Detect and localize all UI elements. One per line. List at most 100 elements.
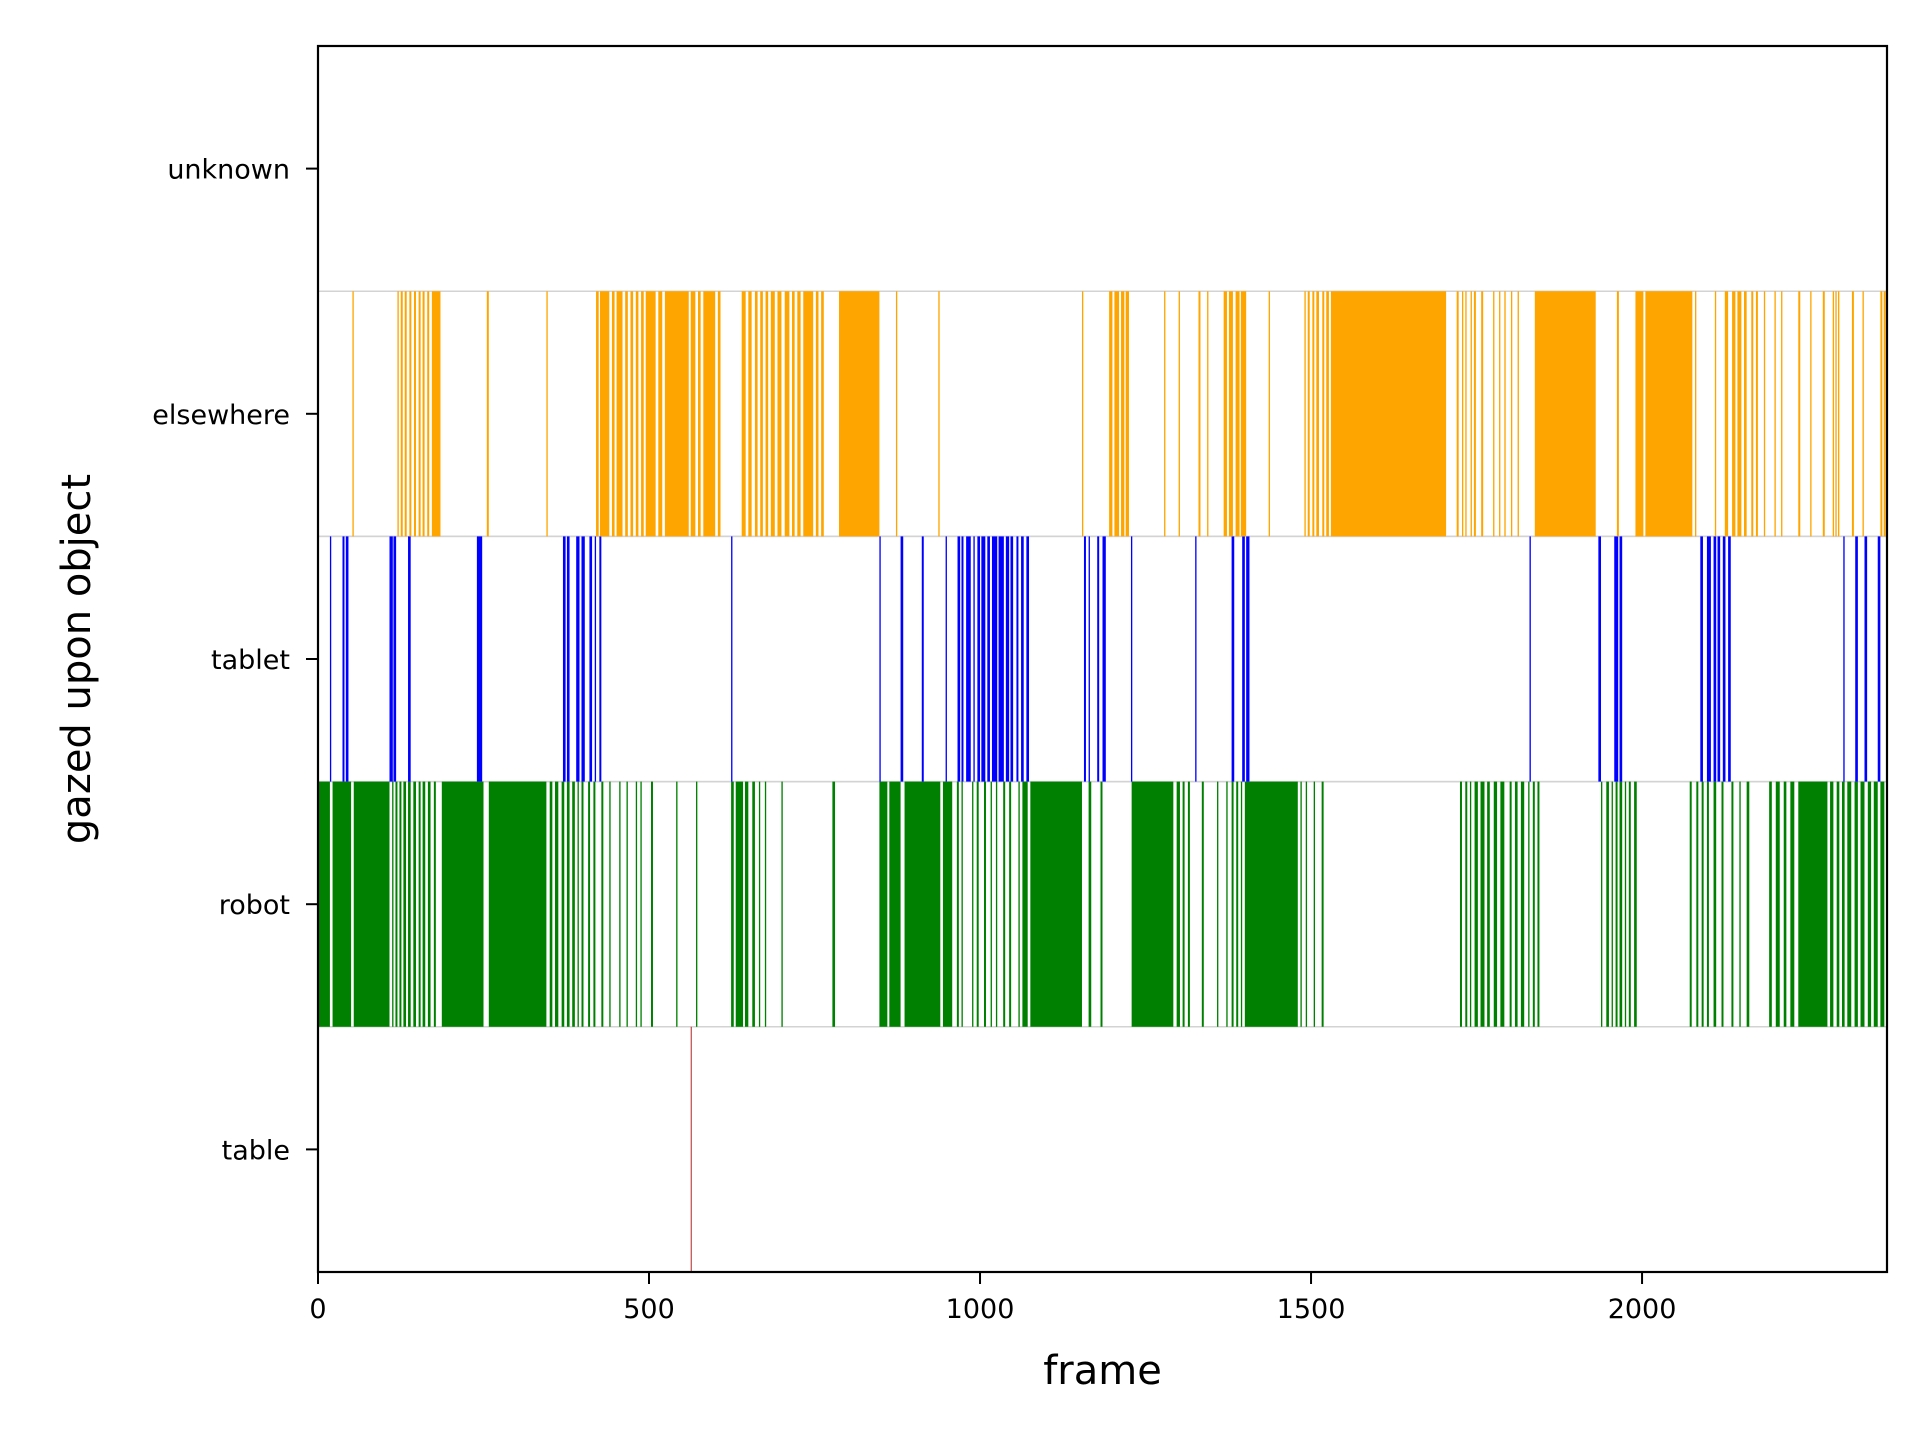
gaze-mark-robot xyxy=(601,781,604,1027)
gaze-mark-tablet xyxy=(589,536,593,782)
gaze-mark-elsewhere xyxy=(546,291,548,537)
gaze-mark-robot xyxy=(1624,781,1627,1027)
gaze-mark-elsewhere xyxy=(1307,291,1310,537)
gaze-mark-robot xyxy=(1009,781,1012,1027)
gaze-mark-elsewhere xyxy=(1121,291,1125,537)
x-tick-label: 500 xyxy=(623,1294,675,1325)
gaze-mark-elsewhere xyxy=(938,291,940,537)
gaze-mark-robot xyxy=(572,781,575,1027)
gaze-mark-elsewhere xyxy=(1835,291,1837,537)
gaze-mark-robot xyxy=(1532,781,1535,1027)
gaze-mark-robot xyxy=(399,781,402,1027)
gaze-mark-elsewhere xyxy=(1109,291,1113,537)
gaze-mark-elsewhere xyxy=(1822,291,1825,537)
gaze-mark-robot xyxy=(1836,781,1840,1027)
gaze-mark-elsewhere xyxy=(641,291,644,537)
gaze-mark-elsewhere xyxy=(635,291,639,537)
gaze-mark-tablet xyxy=(1619,536,1623,782)
gaze-mark-robot xyxy=(332,781,352,1027)
gaze-mark-tablet xyxy=(900,536,904,782)
gaze-mark-robot xyxy=(961,781,963,1027)
gaze-mark-tablet xyxy=(408,536,411,782)
gaze-mark-elsewhere xyxy=(815,291,819,537)
gaze-mark-tablet xyxy=(1877,536,1881,782)
gaze-mark-robot xyxy=(1706,781,1709,1027)
gaze-mark-robot xyxy=(731,781,734,1027)
gaze-mark-elsewhere xyxy=(1695,291,1697,537)
gaze-mark-robot xyxy=(403,781,407,1027)
gaze-mark-tablet xyxy=(879,536,881,782)
gaze-mark-tablet xyxy=(981,536,986,782)
gaze-mark-robot xyxy=(1841,781,1845,1027)
gaze-mark-robot xyxy=(1459,781,1462,1027)
gaze-mark-tablet xyxy=(1231,536,1235,782)
gaze-mark-elsewhere xyxy=(1724,291,1729,537)
gaze-mark-robot xyxy=(392,781,394,1027)
gaze-mark-robot xyxy=(588,781,591,1027)
gaze-mark-tablet xyxy=(576,536,580,782)
gaze-mark-robot xyxy=(1003,781,1006,1027)
gaze-mark-tablet xyxy=(1246,536,1250,782)
gaze-mark-robot xyxy=(1854,781,1858,1027)
gaze-mark-robot xyxy=(832,781,836,1027)
gaze-mark-elsewhere xyxy=(1781,291,1783,537)
gaze-mark-tablet xyxy=(562,536,566,782)
gaze-mark-tablet xyxy=(966,536,971,782)
gaze-mark-robot xyxy=(1601,781,1603,1027)
gaze-mark-robot xyxy=(764,781,767,1027)
gaze-mark-elsewhere xyxy=(1732,291,1736,537)
gaze-mark-robot xyxy=(427,781,431,1027)
x-tick-label: 0 xyxy=(309,1294,326,1325)
gaze-mark-elsewhere xyxy=(1268,291,1270,537)
gaze-mark-tablet xyxy=(957,536,961,782)
gaze-mark-elsewhere xyxy=(821,291,824,537)
gaze-mark-robot xyxy=(745,781,749,1027)
gaze-mark-robot xyxy=(1187,781,1190,1027)
x-tick-label: 1500 xyxy=(1277,1294,1346,1325)
gaze-mark-elsewhere xyxy=(1517,291,1519,537)
gaze-mark-tablet xyxy=(329,536,332,782)
gaze-mark-robot xyxy=(1231,781,1234,1027)
gaze-mark-robot xyxy=(581,781,584,1027)
gaze-mark-robot xyxy=(1509,781,1512,1027)
y-tick-label-table: table xyxy=(222,1135,290,1166)
gaze-mark-elsewhere xyxy=(409,291,412,537)
gaze-mark-tablet xyxy=(1083,536,1086,782)
gaze-mark-robot xyxy=(1528,781,1530,1027)
gaze-mark-tablet xyxy=(1088,536,1090,782)
gaze-mark-robot xyxy=(1313,781,1316,1027)
gaze-mark-elsewhere xyxy=(1751,291,1754,537)
gaze-mark-tablet xyxy=(1700,536,1703,782)
gaze-mark-robot xyxy=(1537,781,1540,1027)
gaze-mark-robot xyxy=(1790,781,1795,1027)
gaze-mark-elsewhere xyxy=(784,291,790,537)
gaze-mark-robot xyxy=(1847,781,1852,1027)
gaze-mark-elsewhere xyxy=(1081,291,1084,537)
gaze-mark-elsewhere xyxy=(803,291,814,537)
gaze-mark-elsewhere xyxy=(422,291,425,537)
gaze-mark-robot xyxy=(353,781,390,1027)
gaze-mark-elsewhere xyxy=(1125,291,1129,537)
gaze-mark-elsewhere xyxy=(1838,291,1840,537)
gaze-mark-robot xyxy=(1830,781,1834,1027)
gaze-mark-robot xyxy=(566,781,570,1027)
gaze-mark-tablet xyxy=(599,536,602,782)
gaze-mark-tablet xyxy=(945,536,947,782)
gaze-mark-elsewhere xyxy=(427,291,430,537)
gaze-mark-tablet xyxy=(1706,536,1711,782)
gaze-mark-elsewhere xyxy=(630,291,634,537)
gaze-mark-elsewhere xyxy=(690,291,696,537)
y-tick-label-robot: robot xyxy=(219,890,290,921)
gaze-mark-elsewhere xyxy=(698,291,701,537)
y-tick-label-elsewhere: elsewhere xyxy=(152,400,290,431)
gaze-mark-robot xyxy=(1798,781,1828,1027)
gaze-mark-robot xyxy=(422,781,426,1027)
gaze-mark-robot xyxy=(635,781,638,1027)
gaze-mark-elsewhere xyxy=(748,291,752,537)
gaze-mark-elsewhere xyxy=(765,291,769,537)
gaze-mark-robot xyxy=(1611,781,1613,1027)
gaze-mark-robot xyxy=(626,781,628,1027)
gaze-mark-tablet xyxy=(977,536,981,782)
gaze-mark-elsewhere xyxy=(1312,291,1315,537)
gaze-mark-robot xyxy=(1783,781,1787,1027)
